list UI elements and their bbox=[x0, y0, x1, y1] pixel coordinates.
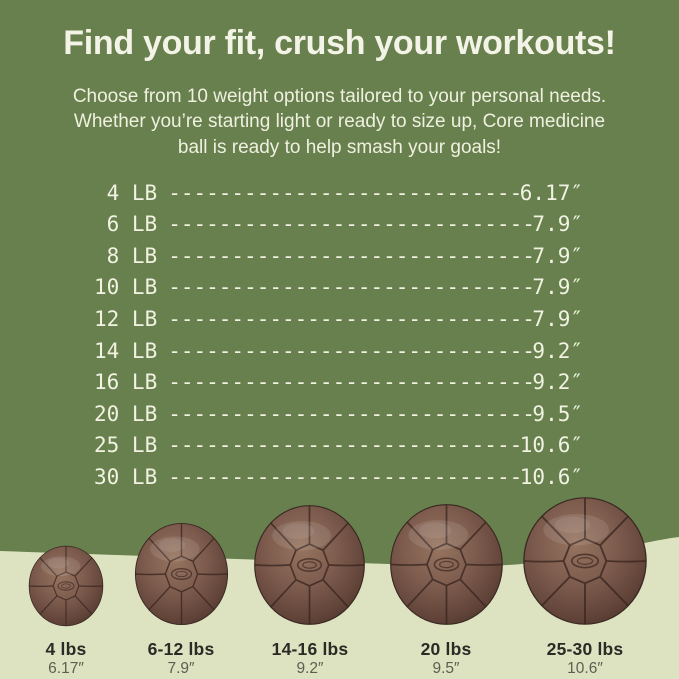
size-row: 8 LB -----------------------------------… bbox=[94, 240, 583, 272]
diameter-cell: 9.2″ bbox=[532, 370, 583, 395]
dash-leader: ----------------------------------------… bbox=[168, 243, 533, 268]
size-row: 6 LB -----------------------------------… bbox=[94, 209, 583, 241]
dash-leader: ----------------------------------------… bbox=[168, 212, 533, 237]
weight-cell: 16 LB bbox=[94, 370, 158, 395]
diameter-cell: 7.9″ bbox=[532, 275, 583, 300]
diameter-cell: 7.9″ bbox=[532, 212, 583, 237]
size-row: 30 LB ----------------------------------… bbox=[94, 461, 583, 493]
ball-label-group: 4 lbs 6.17″ bbox=[6, 639, 126, 678]
dash-leader: ----------------------------------------… bbox=[168, 464, 520, 489]
weight-cell: 6 LB bbox=[106, 212, 158, 237]
intro-line: Choose from 10 weight options tailored t… bbox=[72, 86, 607, 107]
dash-leader: ----------------------------------------… bbox=[168, 370, 533, 395]
weight-cell: 30 LB bbox=[94, 464, 158, 489]
size-row: 10 LB ----------------------------------… bbox=[94, 272, 583, 304]
diameter-cell: 10.6″ bbox=[519, 433, 583, 458]
diameter-cell: 10.6″ bbox=[519, 464, 583, 489]
diameter-cell: 9.5″ bbox=[532, 401, 583, 426]
dash-leader: ----------------------------------------… bbox=[168, 180, 520, 205]
medicine-ball-25-30lb-icon bbox=[522, 496, 648, 626]
intro-paragraph: Choose from 10 weight options tailored t… bbox=[0, 84, 679, 160]
intro-line: Whether you’re starting light or ready t… bbox=[73, 111, 606, 133]
weight-cell: 10 LB bbox=[94, 275, 158, 300]
dash-leader: ----------------------------------------… bbox=[168, 306, 533, 331]
size-row: 4 LB -----------------------------------… bbox=[94, 177, 583, 209]
medicine-ball-4lb-icon bbox=[28, 545, 104, 627]
ball-label-group: 20 lbs 9.5″ bbox=[386, 639, 506, 678]
weight-cell: 12 LB bbox=[94, 306, 158, 331]
ball-label-group: 14-16 lbs 9.2″ bbox=[250, 639, 370, 678]
ball-label-group: 6-12 lbs 7.9″ bbox=[121, 639, 241, 678]
ball-label-group: 25-30 lbs 10.6″ bbox=[525, 639, 645, 678]
size-row: 12 LB ----------------------------------… bbox=[94, 303, 583, 335]
ball-size-label: 6.17″ bbox=[48, 660, 84, 677]
diameter-cell: 6.17″ bbox=[519, 180, 583, 205]
ball-weight-label: 25-30 lbs bbox=[546, 639, 624, 659]
diameter-cell: 9.2″ bbox=[532, 338, 583, 363]
size-row: 16 LB ----------------------------------… bbox=[94, 366, 583, 398]
ball-size-label: 10.6″ bbox=[567, 660, 603, 677]
diameter-cell: 7.9″ bbox=[532, 306, 583, 331]
medicine-ball-14-16lb-icon bbox=[253, 504, 366, 626]
ball-size-label: 9.2″ bbox=[296, 660, 324, 677]
ball-weight-label: 6-12 lbs bbox=[147, 639, 215, 659]
size-row: 25 LB ----------------------------------… bbox=[94, 429, 583, 461]
ball-size-label: 9.5″ bbox=[432, 660, 460, 677]
medicine-ball-20lb-icon bbox=[389, 503, 504, 626]
diameter-cell: 7.9″ bbox=[532, 243, 583, 268]
size-row: 20 LB ----------------------------------… bbox=[94, 398, 583, 430]
dash-leader: ----------------------------------------… bbox=[168, 275, 533, 300]
ball-size-label: 7.9″ bbox=[167, 660, 195, 677]
size-table: 4 LB -----------------------------------… bbox=[94, 177, 583, 492]
ball-weight-label: 14-16 lbs bbox=[271, 639, 349, 659]
ball-weight-label: 20 lbs bbox=[420, 639, 472, 659]
weight-cell: 14 LB bbox=[94, 338, 158, 363]
dash-leader: ----------------------------------------… bbox=[168, 338, 533, 363]
dash-leader: ----------------------------------------… bbox=[168, 401, 533, 426]
weight-cell: 4 LB bbox=[106, 180, 158, 205]
intro-line: ball is ready to help smash your goals! bbox=[177, 136, 502, 158]
size-row: 14 LB ----------------------------------… bbox=[94, 335, 583, 367]
medicine-ball-6-12lb-icon bbox=[134, 522, 229, 626]
weight-cell: 8 LB bbox=[106, 243, 158, 268]
ball-weight-label: 4 lbs bbox=[45, 639, 87, 659]
dash-leader: ----------------------------------------… bbox=[168, 433, 520, 458]
weight-cell: 25 LB bbox=[94, 433, 158, 458]
weight-cell: 20 LB bbox=[94, 401, 158, 426]
page-title: Find your fit, crush your workouts! bbox=[63, 24, 616, 62]
